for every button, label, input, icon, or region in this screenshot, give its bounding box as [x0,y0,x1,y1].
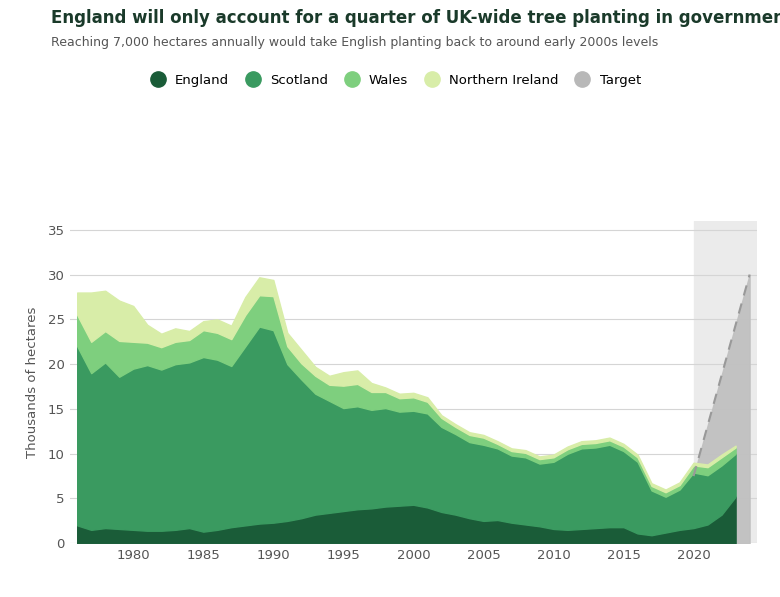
Y-axis label: Thousands of hectares: Thousands of hectares [27,306,39,458]
Text: Reaching 7,000 hectares annually would take English planting back to around earl: Reaching 7,000 hectares annually would t… [51,36,658,49]
Bar [693,221,757,543]
Text: England will only account for a quarter of UK-wide tree planting in government p: England will only account for a quarter … [51,9,780,27]
Legend: England, Scotland, Wales, Northern Ireland, Target: England, Scotland, Wales, Northern Irela… [140,68,646,92]
